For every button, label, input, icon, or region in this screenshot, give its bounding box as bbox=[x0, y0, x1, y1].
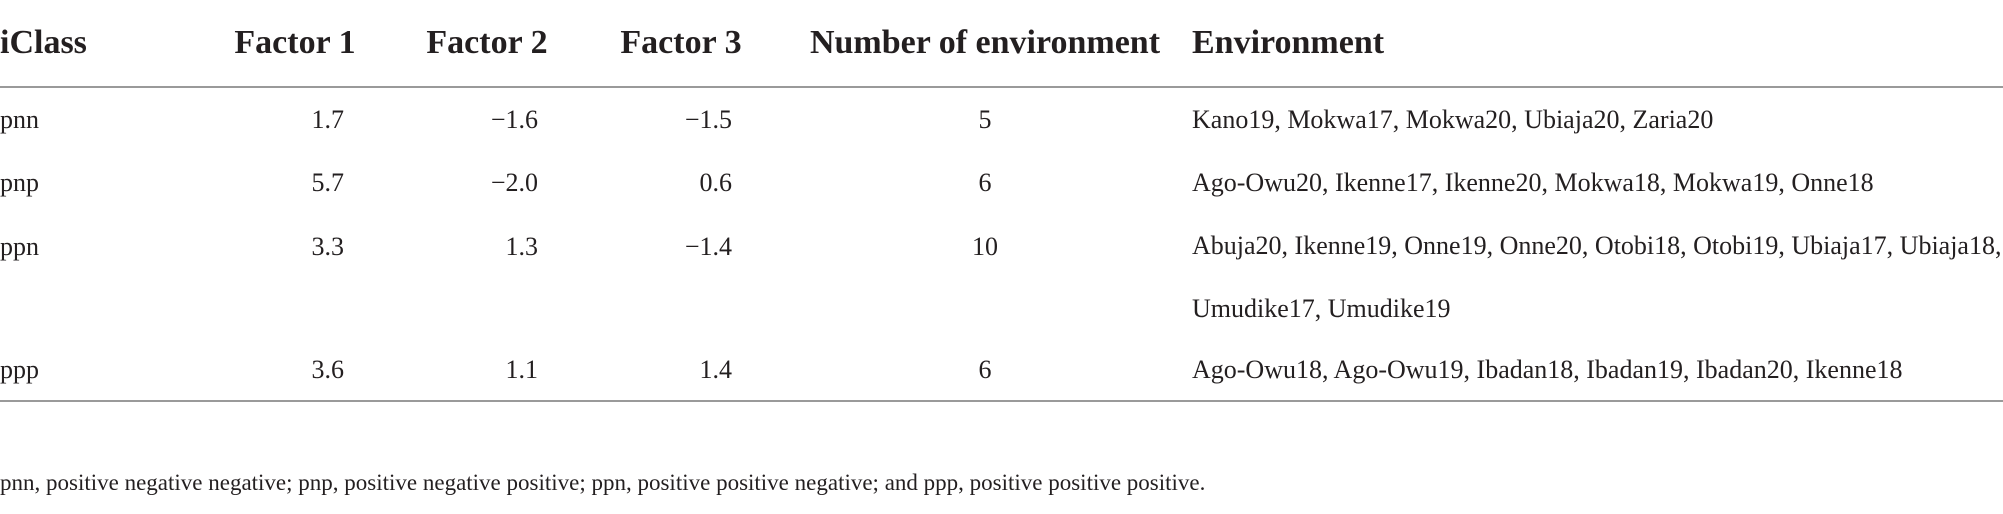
table-row: pnp 5.7 −2.0 0.6 6 Ago-Owu20, Ikenne17, … bbox=[0, 151, 2003, 214]
table-body: pnn 1.7 −1.6 −1.5 5 Kano19, Mokwa17, Mok… bbox=[0, 87, 2003, 402]
header-factor-3: Factor 3 bbox=[584, 0, 778, 88]
cell-environment: Ago-Owu20, Ikenne17, Ikenne20, Mokwa18, … bbox=[1192, 167, 1874, 197]
header-number-of-environment: Number of environment bbox=[778, 0, 1192, 88]
cell-factor-3: −1.4 bbox=[684, 232, 732, 261]
environment-class-table: iClass Factor 1 Factor 2 Factor 3 Number… bbox=[0, 0, 2003, 402]
cell-factor-3: 1.4 bbox=[699, 355, 733, 384]
cell-number-of-environment: 10 bbox=[972, 232, 998, 261]
cell-environment: Ago-Owu18, Ago-Owu19, Ibadan18, Ibadan19… bbox=[1192, 340, 2003, 402]
header-iclass: iClass bbox=[0, 0, 200, 88]
cell-factor-1: 3.6 bbox=[311, 355, 345, 384]
cell-factor-3-wrap: 0.6 bbox=[584, 151, 778, 214]
cell-number-of-environment: 6 bbox=[978, 167, 992, 197]
table-footnote: pnn, positive negative negative; pnp, po… bbox=[0, 470, 1206, 495]
cell-factor-1-wrap: 1.7 bbox=[200, 87, 390, 151]
cell-factor-3-wrap: −1.4 bbox=[584, 214, 778, 340]
cell-iclass: ppp bbox=[0, 340, 200, 402]
cell-factor-3-wrap: −1.5 bbox=[584, 87, 778, 151]
cell-factor-1-wrap: 5.7 bbox=[200, 151, 390, 214]
cell-factor-2-wrap: −1.6 bbox=[390, 87, 584, 151]
header-environment: Environment bbox=[1192, 0, 2003, 88]
cell-factor-1-wrap: 3.3 bbox=[200, 214, 390, 340]
cell-iclass: ppn bbox=[0, 232, 39, 261]
table-row: ppp 3.6 1.1 1.4 6 Ago-Owu18, Ago-Owu19, … bbox=[0, 340, 2003, 402]
data-table-container: iClass Factor 1 Factor 2 Factor 3 Number… bbox=[0, 0, 2003, 402]
cell-number-of-environment: 5 bbox=[978, 104, 992, 134]
cell-factor-2-wrap: 1.1 bbox=[390, 340, 584, 402]
header-factor-2: Factor 2 bbox=[390, 0, 584, 88]
table-header: iClass Factor 1 Factor 2 Factor 3 Number… bbox=[0, 0, 2003, 88]
cell-factor-2: −2.0 bbox=[490, 167, 538, 197]
cell-environment: Abuja20, Ikenne19, Onne19, Onne20, Otobi… bbox=[1192, 231, 2002, 323]
cell-factor-2-wrap: −2.0 bbox=[390, 151, 584, 214]
cell-factor-1: 5.7 bbox=[311, 167, 345, 197]
header-row: iClass Factor 1 Factor 2 Factor 3 Number… bbox=[0, 0, 2003, 88]
cell-number-of-environment: 6 bbox=[778, 340, 1192, 402]
cell-environment-wrap: Abuja20, Ikenne19, Onne19, Onne20, Otobi… bbox=[1192, 214, 2003, 340]
cell-factor-2-wrap: 1.3 bbox=[390, 214, 584, 340]
cell-iclass: pnp bbox=[0, 167, 39, 197]
header-factor-1: Factor 1 bbox=[200, 0, 390, 88]
cell-factor-2: −1.6 bbox=[490, 104, 538, 134]
cell-factor-3-wrap: 1.4 bbox=[584, 340, 778, 402]
cell-factor-1: 1.7 bbox=[311, 104, 345, 134]
cell-factor-3: −1.5 bbox=[684, 104, 732, 134]
cell-factor-1-wrap: 3.6 bbox=[200, 340, 390, 402]
cell-factor-2: 1.3 bbox=[505, 232, 539, 261]
cell-iclass: pnn bbox=[0, 104, 39, 134]
table-row: pnn 1.7 −1.6 −1.5 5 Kano19, Mokwa17, Mok… bbox=[0, 87, 2003, 151]
table-row: ppn 3.3 1.3 −1.4 10 Abuja20, Ikenne19, O… bbox=[0, 214, 2003, 340]
cell-factor-1: 3.3 bbox=[311, 232, 345, 261]
cell-environment: Kano19, Mokwa17, Mokwa20, Ubiaja20, Zari… bbox=[1192, 104, 1714, 134]
cell-factor-3: 0.6 bbox=[699, 167, 733, 197]
cell-factor-2: 1.1 bbox=[505, 355, 539, 384]
